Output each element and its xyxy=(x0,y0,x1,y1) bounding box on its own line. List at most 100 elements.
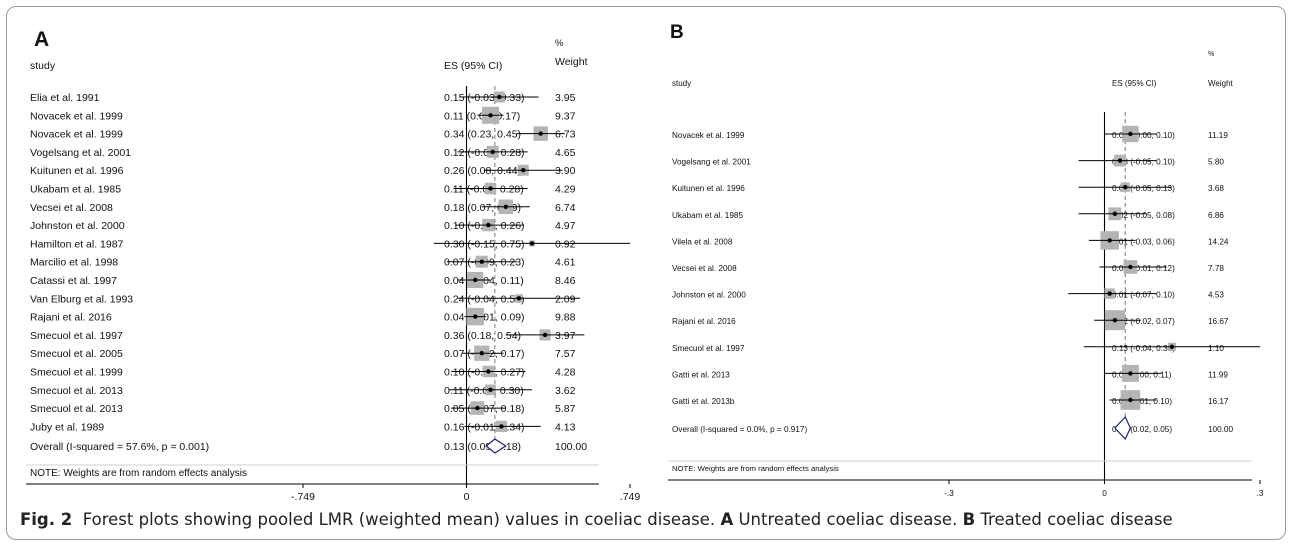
weight-text: 6.73 xyxy=(555,129,576,141)
point-estimate xyxy=(1128,131,1133,137)
header-study: study xyxy=(30,60,56,72)
ci-text: 0.03 (-0.05, 0.10) xyxy=(1112,158,1175,167)
study-label: Novacek et al. 1999 xyxy=(30,110,123,122)
study-label: Ukabam et al. 1985 xyxy=(672,211,743,220)
point-estimate xyxy=(488,186,493,191)
header-es: ES (95% CI) xyxy=(1112,79,1157,88)
weight-text: 14.24 xyxy=(1208,237,1229,246)
weight-text: 3.97 xyxy=(555,330,576,342)
figure-label: Fig. 2 xyxy=(20,510,73,529)
point-estimate xyxy=(1128,264,1133,270)
point-estimate xyxy=(538,131,543,136)
ci-text: 0.24 (-0.04, 0.52) xyxy=(444,293,525,305)
point-estimate xyxy=(1112,211,1118,216)
caption-b-text: Treated coeliac disease xyxy=(980,510,1173,529)
weight-text: 2.09 xyxy=(555,293,576,305)
weight-text: 4.29 xyxy=(555,184,576,196)
overall-weight-text: 100.00 xyxy=(1208,425,1233,434)
study-label: Gatti et al. 2013 xyxy=(672,370,730,379)
study-label: Novacek et al. 1999 xyxy=(672,131,745,140)
x-tick-label: 0 xyxy=(464,491,470,503)
study-label: Ukabam et al. 1985 xyxy=(30,184,121,196)
weight-text: 5.87 xyxy=(555,403,576,415)
header-study: study xyxy=(672,79,691,88)
header-weight: Weight xyxy=(1208,79,1234,88)
study-label: Vecsei et al. 2008 xyxy=(30,202,113,214)
point-estimate xyxy=(486,222,491,228)
weight-text: 16.17 xyxy=(1208,397,1229,406)
point-estimate xyxy=(488,387,493,392)
study-label: Kuitunen et al. 1996 xyxy=(672,184,745,193)
ci-text: 0.05 (0.00, 0.11) xyxy=(1112,370,1172,379)
study-label: Vilela et al. 2008 xyxy=(672,237,733,246)
overall-label: Overall (I-squared = 57.6%, p = 0.001) xyxy=(30,441,209,453)
weight-text: 5.80 xyxy=(1208,158,1224,167)
study-label: Novacek et al. 1999 xyxy=(30,129,123,141)
study-label: Smecuol et al. 1997 xyxy=(672,344,745,353)
study-label: Smecuol et al. 1997 xyxy=(30,330,123,342)
study-label: Hamilton et al. 1987 xyxy=(30,238,124,250)
point-estimate xyxy=(1128,397,1133,403)
weight-text: 7.57 xyxy=(555,348,576,360)
caption-a-text: Untreated coeliac disease. xyxy=(738,510,958,529)
x-tick-label: .749 xyxy=(620,491,641,503)
overall-diamond xyxy=(1114,415,1132,441)
overall-ci-text: 0.13 (0.09, 0.18) xyxy=(444,441,521,453)
weight-text: 4.53 xyxy=(1208,291,1224,300)
point-estimate xyxy=(488,113,493,118)
weight-text: 3.68 xyxy=(1208,184,1224,193)
point-estimate xyxy=(1128,371,1133,376)
study-label: Vogelsang et al. 2001 xyxy=(30,147,131,159)
ci-text: 0.16 (-0.01, 0.34) xyxy=(444,421,525,433)
point-estimate xyxy=(475,405,480,411)
ci-text: 0.01 (-0.07, 0.10) xyxy=(1112,291,1175,300)
note-text: NOTE: Weights are from random effects an… xyxy=(672,464,839,473)
panel-label: B xyxy=(670,22,684,43)
header-weight-pct: % xyxy=(1208,51,1214,58)
study-label: Juby et al. 1989 xyxy=(30,421,104,433)
ci-text: 0.01 (-0.03, 0.06) xyxy=(1112,237,1175,246)
weight-text: 3.90 xyxy=(555,165,576,177)
overall-weight-text: 100.00 xyxy=(555,441,587,453)
point-estimate xyxy=(521,168,526,173)
weight-text: 9.37 xyxy=(555,110,576,122)
study-label: Smecuol et al. 2005 xyxy=(30,348,123,360)
ci-text: 0.36 (0.18, 0.54) xyxy=(444,330,521,342)
ci-text: 0.26 (0.08, 0.44) xyxy=(444,165,521,177)
ci-text: 0.11 (-0.08, 0.30) xyxy=(444,385,524,397)
ci-text: 0.04 (-0.04, 0.11) xyxy=(444,275,524,287)
weight-text: 4.97 xyxy=(555,220,576,232)
weight-text: 4.61 xyxy=(555,257,576,269)
weight-text: 1.10 xyxy=(1208,344,1224,353)
ci-text: 0.05 (-0.01, 0.12) xyxy=(1112,264,1175,273)
study-label: Rajani et al. 2016 xyxy=(30,312,112,324)
ci-text: 0.15 (-0.03, 0.33) xyxy=(444,92,525,104)
point-estimate xyxy=(497,94,502,100)
overall-label: Overall (I-squared = 0.0%, p = 0.917) xyxy=(672,425,807,434)
weight-text: 7.78 xyxy=(1208,264,1224,273)
study-label: Johnston et al. 2000 xyxy=(672,291,746,300)
study-label: Vecsei et al. 2008 xyxy=(672,264,737,273)
overall-ci-text: 0.04 (0.02, 0.05) xyxy=(1112,425,1172,434)
study-label: Smecuol et al. 1999 xyxy=(30,367,123,379)
x-tick-label: 0 xyxy=(1102,489,1107,498)
panel-label: A xyxy=(34,28,49,51)
point-estimate xyxy=(1107,291,1112,296)
point-estimate xyxy=(516,296,522,301)
study-label: Vogelsang et al. 2001 xyxy=(672,158,751,167)
study-label: Johnston et al. 2000 xyxy=(30,220,125,232)
study-label: Van Elburg et al. 1993 xyxy=(30,293,133,305)
point-estimate xyxy=(1107,238,1112,243)
weight-text: 8.46 xyxy=(555,275,576,287)
point-estimate xyxy=(503,204,508,209)
study-label: Smecuol et al. 2013 xyxy=(30,403,123,415)
study-label: Elia et al. 1991 xyxy=(30,92,100,104)
ci-text: 0.02 (-0.02, 0.07) xyxy=(1112,317,1175,326)
weight-text: 11.99 xyxy=(1208,370,1228,379)
weight-text: 16.67 xyxy=(1208,317,1229,326)
study-label: Rajani et al. 2016 xyxy=(672,317,736,326)
study-label: Marcilio et al. 1998 xyxy=(30,257,118,269)
point-estimate xyxy=(1123,185,1128,190)
study-label: Catassi et al. 1997 xyxy=(30,275,117,287)
